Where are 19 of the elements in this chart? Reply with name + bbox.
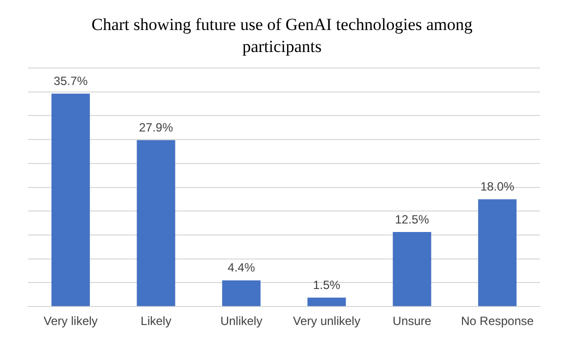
- data-label: 1.5%: [312, 278, 341, 292]
- bar: [51, 94, 90, 306]
- bar: [392, 232, 432, 306]
- data-label: 27.9%: [138, 120, 174, 134]
- data-label: 18.0%: [480, 180, 515, 194]
- x-tick-label: No Response: [460, 314, 534, 328]
- chart-title: Chart showing future use of GenAI technologies among participants: [90, 14, 474, 58]
- x-tick-label: Very unlikely: [292, 314, 360, 328]
- bar: [136, 140, 176, 306]
- data-label: 12.5%: [394, 212, 430, 226]
- bar: [222, 280, 261, 306]
- bar: [478, 199, 517, 306]
- x-tick-label: Very likely: [44, 314, 98, 328]
- data-label: 35.7%: [54, 74, 88, 88]
- data-label: 4.4%: [228, 260, 256, 275]
- x-tick-label: Unsure: [392, 314, 432, 328]
- x-tick-label: Likely: [140, 314, 172, 328]
- bar: [307, 298, 346, 306]
- x-tick-label: Unlikely: [220, 314, 262, 328]
